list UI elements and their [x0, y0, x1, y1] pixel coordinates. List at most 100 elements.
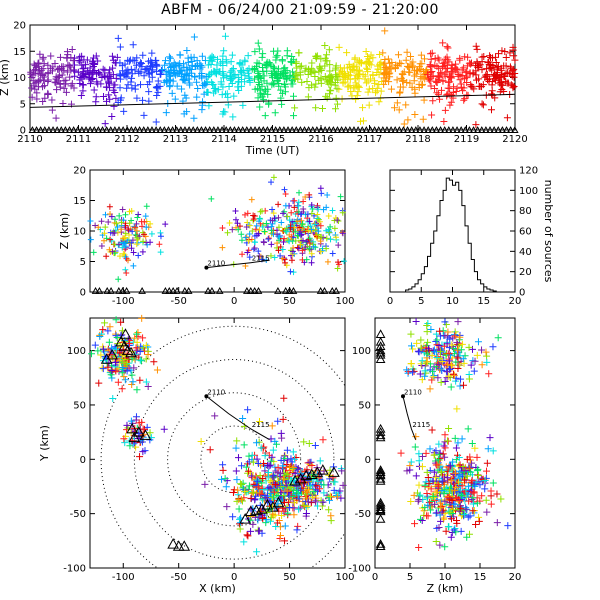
- source-marker: [511, 69, 519, 77]
- source-marker: [426, 61, 434, 69]
- source-marker: [296, 189, 303, 196]
- source-marker: [291, 75, 299, 83]
- x-tick-label: 2113: [163, 134, 188, 145]
- source-marker: [90, 59, 98, 67]
- source-marker: [162, 78, 170, 86]
- source-marker: [316, 485, 324, 493]
- source-marker: [218, 91, 226, 99]
- source-marker: [335, 242, 342, 249]
- source-marker: [466, 464, 474, 472]
- source-marker: [181, 71, 189, 79]
- source-marker: [365, 101, 373, 109]
- source-marker: [470, 480, 478, 488]
- source-marker: [431, 84, 439, 92]
- source-marker: [161, 57, 169, 65]
- source-marker: [70, 66, 78, 74]
- source-marker: [126, 442, 134, 450]
- source-marker: [498, 47, 506, 55]
- source-marker: [460, 381, 468, 389]
- source-marker: [415, 543, 423, 551]
- station-marker: [350, 126, 358, 133]
- source-marker: [270, 210, 277, 217]
- y-tick-label: 100: [519, 186, 538, 197]
- source-marker: [410, 491, 418, 499]
- source-marker: [101, 66, 109, 74]
- source-marker: [62, 80, 70, 88]
- station-marker: [118, 340, 131, 351]
- source-marker: [99, 365, 107, 373]
- source-marker: [300, 438, 308, 446]
- storm-track: [206, 259, 270, 269]
- source-marker: [255, 248, 262, 255]
- source-marker: [284, 488, 292, 496]
- source-marker: [128, 371, 136, 379]
- source-marker: [450, 526, 458, 534]
- source-marker: [242, 463, 250, 471]
- source-marker: [282, 190, 289, 197]
- source-marker: [334, 217, 341, 224]
- source-marker: [491, 94, 499, 102]
- source-marker: [280, 394, 288, 402]
- source-marker: [290, 92, 298, 100]
- station-marker: [222, 126, 231, 133]
- station-marker: [255, 503, 268, 514]
- source-marker: [487, 500, 495, 508]
- source-marker: [145, 70, 153, 78]
- source-marker: [432, 472, 440, 480]
- source-marker: [280, 239, 287, 246]
- source-marker: [56, 53, 64, 61]
- source-marker: [286, 231, 293, 238]
- source-marker: [268, 494, 276, 502]
- source-marker: [246, 254, 253, 261]
- x-tick-label: 10: [439, 572, 452, 583]
- source-marker: [354, 58, 362, 66]
- source-marker: [36, 50, 44, 58]
- source-marker: [400, 120, 408, 128]
- source-marker: [150, 358, 158, 366]
- range-ring: [167, 392, 302, 527]
- source-marker: [359, 117, 367, 125]
- source-marker: [135, 419, 143, 427]
- source-marker: [483, 65, 491, 73]
- source-marker: [96, 333, 104, 341]
- source-marker: [277, 86, 285, 94]
- source-marker: [419, 115, 427, 123]
- source-marker: [488, 87, 496, 95]
- source-marker: [265, 462, 273, 470]
- source-marker: [420, 96, 428, 104]
- source-marker: [338, 467, 346, 475]
- source-marker: [428, 49, 436, 57]
- source-marker: [431, 493, 439, 501]
- source-marker: [497, 66, 505, 74]
- source-marker: [464, 490, 472, 498]
- source-marker: [426, 385, 434, 393]
- source-marker: [417, 515, 425, 523]
- source-marker: [276, 534, 284, 542]
- source-marker: [407, 60, 415, 68]
- source-marker: [502, 62, 510, 70]
- source-marker: [225, 83, 233, 91]
- source-marker: [269, 79, 277, 87]
- source-marker: [305, 84, 313, 92]
- x-tick-label: 0: [231, 572, 237, 583]
- source-marker: [400, 68, 408, 76]
- source-marker: [112, 74, 120, 82]
- source-marker: [300, 237, 307, 244]
- station-marker: [115, 335, 127, 347]
- source-marker: [473, 467, 481, 475]
- station-marker: [125, 346, 137, 358]
- source-marker: [278, 100, 286, 108]
- source-marker: [185, 79, 193, 87]
- source-marker: [293, 64, 301, 72]
- source-marker: [120, 373, 128, 381]
- source-marker: [445, 486, 453, 494]
- source-marker: [456, 382, 464, 390]
- source-marker: [326, 61, 334, 69]
- source-marker: [187, 53, 195, 61]
- source-marker: [355, 57, 363, 65]
- source-marker: [297, 241, 304, 248]
- source-marker: [323, 94, 331, 102]
- source-marker: [421, 481, 429, 489]
- station-marker: [375, 349, 386, 359]
